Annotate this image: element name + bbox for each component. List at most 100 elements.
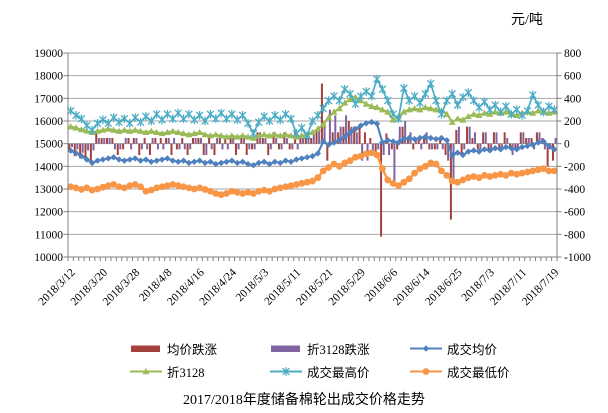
circle-marker (233, 189, 241, 196)
bar (226, 143, 229, 150)
diamond-marker (223, 158, 230, 165)
diamond-marker (282, 157, 289, 164)
circle-marker (335, 162, 343, 170)
bar (302, 138, 305, 144)
circle-marker (255, 187, 263, 195)
circle-marker (142, 187, 150, 195)
triangle-marker (475, 111, 483, 119)
triangle-marker (190, 129, 198, 137)
bar (175, 143, 178, 150)
star-marker (416, 98, 424, 108)
circle-marker (158, 183, 166, 191)
diamond-marker (298, 155, 305, 162)
triangle-marker (223, 133, 231, 140)
star-marker (109, 113, 118, 122)
star-marker (249, 129, 258, 138)
left-axis-tick-label: 14000 (34, 161, 63, 173)
bar (423, 138, 426, 144)
circle-marker (475, 174, 483, 182)
bar (353, 126, 356, 144)
diamond-marker (400, 135, 408, 143)
bar (382, 143, 385, 155)
diamond-marker (293, 156, 300, 163)
legend-item-series-1: 折3128跌涨 (269, 339, 409, 358)
diamond-marker (169, 157, 176, 164)
star-marker (335, 96, 344, 105)
star-marker (222, 114, 231, 124)
bar (253, 143, 256, 150)
circle-marker (422, 368, 430, 375)
bar (401, 126, 404, 144)
legend-bar-swatch (131, 345, 160, 352)
right-axis-tick-label: -1000 (564, 252, 591, 264)
bar (296, 143, 299, 150)
diamond-marker (142, 156, 150, 163)
left-axis-tick-label: 16000 (34, 116, 63, 128)
circle-marker (368, 149, 376, 157)
right-axis-tick-label: -600 (564, 207, 585, 219)
bar (345, 115, 348, 144)
bar (267, 143, 270, 155)
star-marker (351, 99, 360, 109)
bar (307, 138, 310, 144)
triangle-marker (368, 102, 376, 109)
triangle-marker (405, 106, 413, 113)
star-marker (271, 111, 279, 120)
circle-marker (518, 169, 526, 177)
star-marker (324, 96, 333, 105)
bar (87, 143, 90, 151)
diamond-marker (330, 139, 338, 146)
star-marker (448, 89, 457, 99)
triangle-marker (298, 132, 306, 139)
diamond-marker (545, 142, 553, 150)
diamond-marker (518, 143, 526, 151)
legend-label: 折3128跌涨 (307, 343, 370, 357)
diamond-marker (540, 138, 547, 145)
star-marker (260, 112, 268, 121)
triangle-marker (72, 124, 80, 131)
bar (444, 143, 447, 155)
star-marker (491, 100, 500, 110)
diamond-marker (373, 120, 381, 127)
bar (280, 143, 283, 150)
price-trend-chart: 19000 18000 17000 16000 15000 14000 13000 12000… (34, 48, 591, 308)
triangle-marker (325, 114, 333, 121)
circle-marker (470, 173, 478, 180)
star-marker (206, 109, 215, 119)
triangle-marker (287, 132, 295, 139)
triangle-marker (341, 99, 349, 106)
circle-marker (212, 190, 220, 197)
triangle-marker (373, 103, 381, 111)
bar (81, 143, 84, 153)
bar (328, 109, 331, 144)
right-axis-tick-label: 600 (564, 71, 582, 83)
legend-item-series-0: 均价跌涨 (129, 339, 269, 358)
circle-marker (346, 157, 354, 165)
bar (92, 143, 95, 151)
circle-marker (405, 175, 413, 183)
left-axis-tick-label: 15000 (34, 139, 63, 151)
star-marker (502, 101, 510, 111)
bar (156, 143, 159, 150)
bar (79, 143, 82, 159)
star-marker (378, 84, 387, 94)
diamond-marker (110, 154, 117, 161)
diamond-marker (379, 139, 386, 146)
circle-marker (416, 165, 424, 173)
circle-marker (67, 183, 75, 191)
star-marker (410, 91, 419, 101)
circle-marker (104, 182, 112, 190)
bar (108, 138, 111, 144)
bar (288, 143, 291, 150)
circle-marker (201, 186, 209, 193)
bar (146, 143, 149, 150)
star-marker (432, 96, 440, 105)
star-marker (528, 90, 537, 100)
circle-marker (169, 181, 177, 188)
bar (130, 143, 133, 150)
bar (436, 143, 439, 150)
circle-marker (373, 151, 381, 159)
circle-marker (395, 182, 402, 190)
bar (331, 132, 334, 144)
bar (487, 143, 490, 150)
